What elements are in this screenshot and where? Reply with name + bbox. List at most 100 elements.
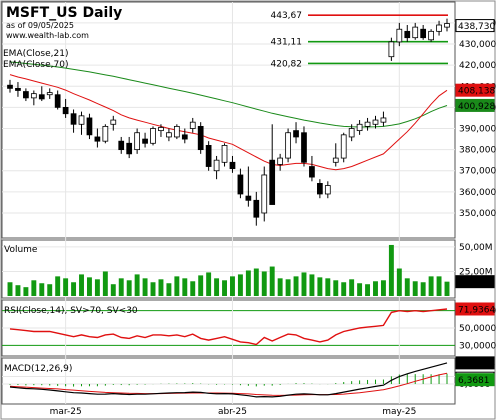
price-tick-label: 370,000	[459, 167, 496, 177]
volume-bar	[206, 272, 212, 296]
volume-bar	[214, 278, 220, 296]
volume-pane	[1, 239, 456, 299]
candle-body	[173, 125, 180, 138]
price-pane	[1, 1, 456, 239]
candle-body	[317, 183, 323, 195]
ema70-line	[9, 61, 448, 128]
volume-bar	[285, 279, 291, 296]
rsi-line	[9, 308, 448, 346]
volume-bar	[357, 283, 363, 296]
volume-bar	[39, 283, 45, 296]
ema70-marker: 400,928	[458, 102, 495, 112]
volume-bar	[126, 280, 132, 296]
volume-bar	[230, 276, 235, 296]
volume-bar	[237, 274, 243, 296]
volume-bar	[71, 282, 77, 296]
grid-lines	[2, 2, 455, 404]
candle-body	[396, 28, 403, 43]
volume-bar	[222, 280, 227, 296]
ema-lines	[9, 61, 448, 171]
x-tick-label: abr-25	[218, 407, 247, 417]
volume-bar	[309, 274, 315, 296]
candle-body	[134, 132, 140, 151]
candle-body	[420, 28, 427, 39]
candle-body	[285, 132, 291, 159]
volume-bar	[110, 284, 116, 296]
macd-hist-marker-box	[455, 373, 495, 387]
volume-bar	[102, 271, 108, 296]
level-label: 443,67	[271, 11, 303, 21]
volume-bar	[261, 271, 267, 296]
rsi-title: RSI(Close,14), SV>70, SV<30	[4, 306, 138, 316]
volume-bars	[7, 244, 450, 296]
candle-body	[7, 84, 13, 89]
candle-body	[38, 94, 45, 100]
volume-bar	[404, 278, 410, 296]
candle-body	[404, 30, 411, 39]
volume-marker: 14,60 M	[458, 278, 494, 288]
candle-body	[293, 130, 299, 138]
volume-bar	[380, 280, 386, 296]
candle-body	[110, 119, 117, 125]
close-marker-box	[455, 19, 495, 33]
price-tick-label: 420,000	[459, 61, 496, 71]
candle-body	[324, 185, 331, 195]
volume-bar	[15, 285, 21, 296]
volume-bar	[182, 278, 188, 296]
volume-bar	[47, 284, 53, 296]
macd-pane	[1, 357, 456, 405]
volume-bar	[349, 279, 355, 296]
volume-bar	[253, 268, 259, 296]
volume-bar	[63, 278, 69, 296]
volume-bar	[341, 282, 347, 296]
volume-bar	[420, 282, 426, 296]
volume-bar	[277, 278, 283, 296]
price-tick-label: 430,000	[459, 40, 496, 50]
candle-body	[126, 142, 133, 155]
candle-body	[372, 119, 379, 125]
rsi-marker-box	[455, 302, 495, 316]
rsi-marker: 71,9364	[458, 305, 495, 315]
macd-line	[9, 362, 448, 398]
source-url: www.wealth-lab.com	[6, 31, 89, 40]
x-axis-labels: mar-25 abr-25 may-25	[50, 407, 417, 417]
volume-bar	[373, 281, 378, 296]
volume-tick-label: 50,00M	[459, 243, 493, 253]
candle-body	[189, 121, 196, 129]
ema21-line	[9, 74, 448, 171]
macd-hist-marker: 6,3681	[458, 376, 490, 386]
candle-body	[364, 121, 371, 127]
volume-bar	[245, 270, 251, 296]
last-value-markers: 438,730 408,138 400,928 14,60 M 71,9364 14,07…	[455, 19, 495, 387]
volume-bar	[31, 280, 37, 296]
candle-body	[94, 136, 101, 142]
rsi-tick-label: 50,0000	[459, 324, 496, 334]
candle-body	[46, 92, 53, 96]
volume-bar	[150, 282, 156, 296]
volume-bar	[23, 287, 29, 296]
volume-bar	[388, 244, 394, 296]
price-levels: 443,67 431,11 420,82	[271, 11, 448, 69]
level-label: 431,11	[271, 38, 303, 48]
candle-body	[102, 125, 109, 142]
candle-body	[229, 161, 236, 170]
candle-body	[197, 125, 204, 151]
candle-body	[150, 128, 156, 144]
candle-body	[301, 132, 307, 163]
volume-bar	[444, 281, 450, 296]
volume-bar	[174, 276, 180, 296]
volume-bar	[436, 276, 442, 296]
candle-body	[261, 174, 268, 214]
candle-body	[118, 140, 125, 151]
candle-body	[277, 157, 284, 165]
macd-title: MACD(12,26,9)	[4, 364, 72, 374]
macd-marker: 14,0798	[458, 359, 495, 369]
candle-body	[348, 128, 355, 138]
price-tick-label: 350,000	[459, 209, 496, 219]
candle-body	[444, 23, 450, 28]
candle-body	[340, 134, 347, 159]
symbol-title: MSFT_US Daily	[6, 5, 122, 21]
volume-bar	[118, 278, 124, 296]
volume-bar	[396, 268, 402, 296]
volume-bar	[412, 281, 418, 296]
